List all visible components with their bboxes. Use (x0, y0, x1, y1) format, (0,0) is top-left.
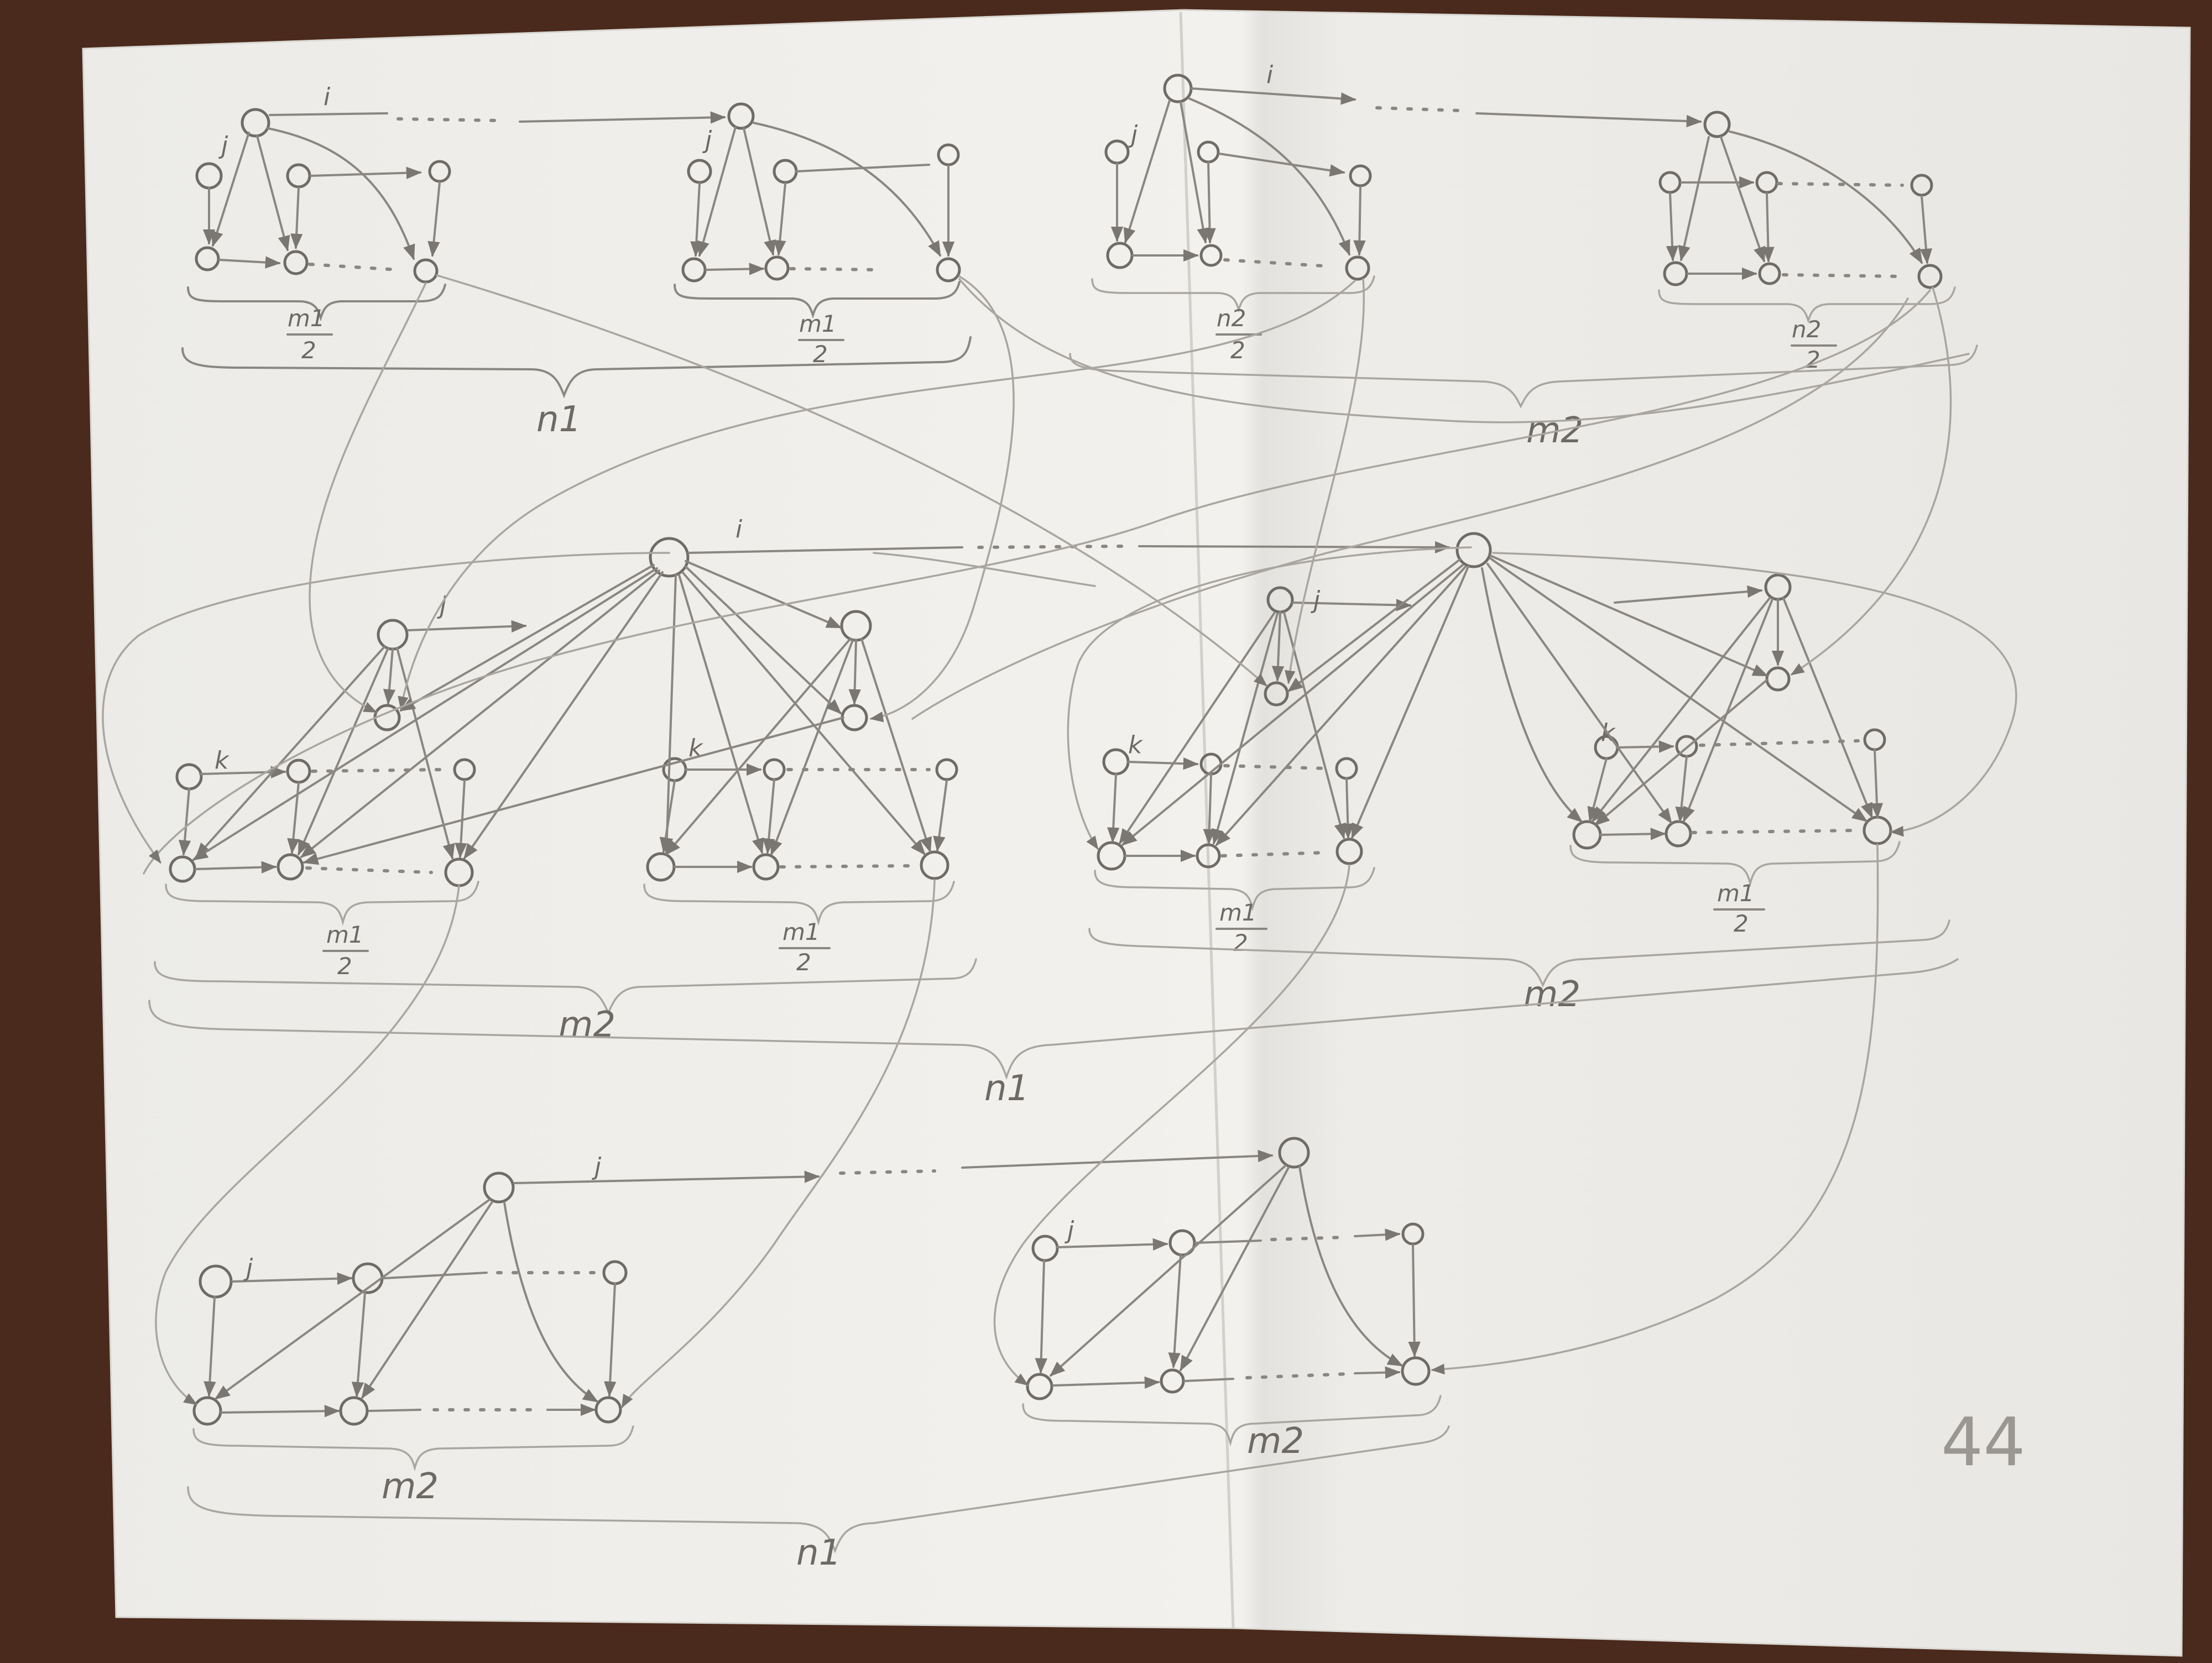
svg-text:j: j (1128, 121, 1138, 149)
node-root-top-left (241, 108, 270, 138)
brace-label-n1-middle: n1 (984, 1068, 1029, 1109)
brace-label-n1-top: n1 (536, 399, 581, 440)
svg-text:m1: m1 (799, 310, 837, 337)
top-right-block: i j (1069, 61, 1978, 451)
svg-text:m1: m1 (1219, 899, 1257, 926)
svg-text:m1: m1 (782, 918, 820, 945)
svg-text:j: j (243, 1254, 253, 1282)
page-number: 44 (1941, 1404, 2026, 1481)
svg-text:m1: m1 (1717, 880, 1755, 907)
svg-text:2: 2 (337, 953, 352, 980)
paper-fold (1179, 12, 1235, 1629)
svg-text:i: i (1266, 61, 1274, 89)
bottom-right-block: j m2 (1022, 1164, 1442, 1462)
edge-label-j: j (218, 132, 228, 160)
svg-text:m2: m2 (559, 1005, 615, 1045)
svg-text:m1: m1 (326, 921, 364, 948)
cross-connections (102, 274, 2017, 1409)
svg-text:m1: m1 (288, 305, 325, 332)
middle-right-block: j k (1088, 555, 1950, 1015)
svg-text:m2: m2 (1247, 1421, 1304, 1462)
svg-text:2: 2 (1806, 346, 1820, 373)
svg-text:2: 2 (1734, 910, 1749, 937)
svg-text:k: k (215, 746, 229, 775)
svg-text:2: 2 (813, 341, 828, 368)
svg-text:j: j (592, 1153, 602, 1181)
svg-text:n2: n2 (1792, 316, 1821, 343)
svg-text:i: i (735, 515, 743, 543)
svg-text:n2: n2 (1217, 305, 1246, 332)
node-root-top-left-2 (727, 102, 755, 130)
top-left-block: i j j (181, 83, 972, 440)
node-root-bottom (483, 1172, 515, 1204)
svg-text:j: j (1065, 1216, 1074, 1244)
brace-label-n1-bottom: n1 (796, 1533, 841, 1573)
bottom-left-block: j j m2 (192, 1137, 1310, 1507)
svg-text:m2: m2 (382, 1466, 439, 1507)
svg-text:2: 2 (796, 949, 811, 976)
edge-label-i: i (324, 83, 331, 111)
node-root-middle (649, 537, 690, 578)
svg-text:k: k (1128, 731, 1143, 759)
svg-text:2: 2 (1233, 929, 1248, 956)
svg-text:j: j (1311, 586, 1321, 614)
svg-text:m2: m2 (1524, 974, 1580, 1015)
svg-text:2: 2 (301, 337, 316, 364)
svg-text:j: j (702, 126, 712, 154)
